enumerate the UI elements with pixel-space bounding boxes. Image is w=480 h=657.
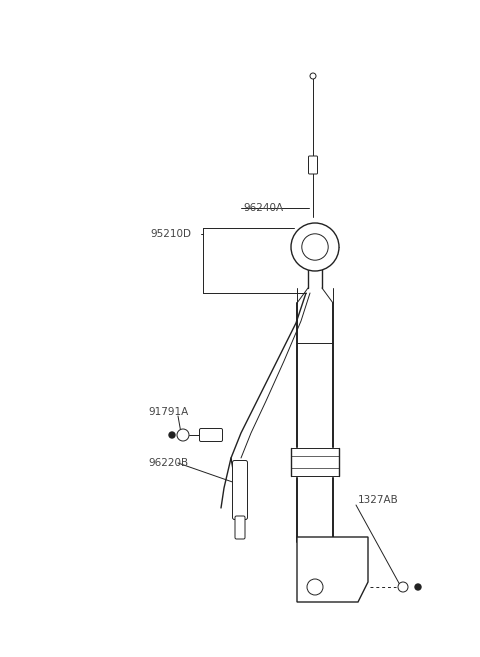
Circle shape [291,223,339,271]
FancyBboxPatch shape [200,428,223,442]
FancyBboxPatch shape [232,461,248,520]
Circle shape [310,73,316,79]
Circle shape [415,584,421,590]
FancyBboxPatch shape [235,516,245,539]
Polygon shape [297,537,368,602]
Circle shape [177,429,189,441]
Circle shape [302,234,328,260]
FancyBboxPatch shape [309,156,317,174]
Text: 96220B: 96220B [148,458,188,468]
Circle shape [169,432,175,438]
Text: 91791A: 91791A [148,407,188,417]
Circle shape [398,582,408,592]
Text: 96240A: 96240A [243,203,283,213]
Text: 1327AB: 1327AB [358,495,399,505]
Text: 95210D: 95210D [150,229,191,239]
Circle shape [307,579,323,595]
